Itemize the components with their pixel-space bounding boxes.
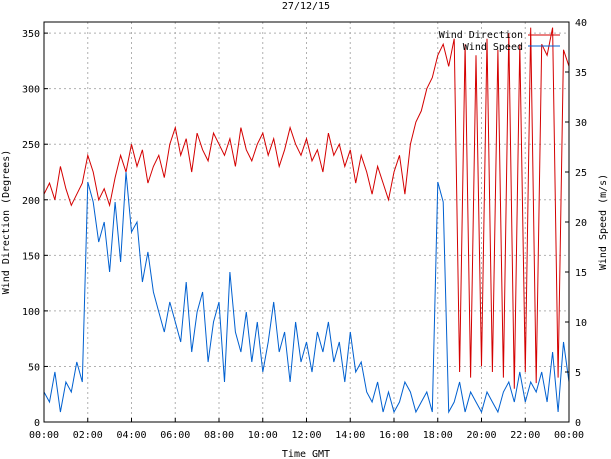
y-tick-label-left: 250: [22, 140, 40, 151]
y-tick-label-left: 350: [22, 29, 40, 40]
y-axis-label-right: Wind Speed (m/s): [598, 174, 609, 270]
x-tick-label: 08:00: [204, 430, 234, 441]
x-tick-label: 22:00: [510, 430, 540, 441]
chart-title: 27/12/15: [282, 1, 330, 12]
y-tick-label-right: 40: [575, 18, 587, 29]
x-tick-label: 16:00: [379, 430, 409, 441]
x-tick-label: 00:00: [554, 430, 584, 441]
y-tick-label-right: 20: [575, 218, 587, 229]
y-tick-label-left: 0: [34, 418, 40, 429]
y-tick-label-right: 35: [575, 68, 587, 79]
y-axis-label-left: Wind Direction (Degrees): [1, 150, 12, 295]
y-tick-label-left: 50: [28, 362, 40, 373]
x-tick-label: 20:00: [466, 430, 496, 441]
x-tick-label: 02:00: [73, 430, 103, 441]
y-tick-label-right: 25: [575, 168, 587, 179]
legend-label-wind-speed: Wind Speed: [463, 42, 523, 53]
x-tick-label: 00:00: [29, 430, 59, 441]
y-tick-label-right: 0: [575, 418, 581, 429]
x-tick-label: 10:00: [248, 430, 278, 441]
y-tick-label-right: 30: [575, 118, 587, 129]
y-tick-label-right: 5: [575, 368, 581, 379]
series-line-wind-direction: [43, 27, 570, 389]
x-axis-label: Time GMT: [282, 449, 330, 459]
legend: Wind Direction Wind Speed: [439, 30, 560, 53]
y-tick-label-right: 10: [575, 318, 587, 329]
legend-label-wind-direction: Wind Direction: [439, 30, 523, 41]
y-tick-label-left: 100: [22, 307, 40, 318]
y-tick-label-left: 150: [22, 251, 40, 262]
x-tick-label: 14:00: [335, 430, 365, 441]
grid: [44, 22, 569, 422]
y-tick-label-left: 300: [22, 85, 40, 96]
x-tick-label: 12:00: [291, 430, 321, 441]
y-tick-label-right: 15: [575, 268, 587, 279]
series-layer: [43, 27, 570, 414]
x-tick-label: 18:00: [423, 430, 453, 441]
y-tick-label-left: 200: [22, 196, 40, 207]
series-line-wind-speed: [43, 171, 570, 414]
x-tick-label: 04:00: [116, 430, 146, 441]
x-tick-label: 06:00: [160, 430, 190, 441]
axis-ticks: 00:00 02:00 04:00 06:00 08:00 10:00 12:00 14:00…: [22, 18, 587, 441]
